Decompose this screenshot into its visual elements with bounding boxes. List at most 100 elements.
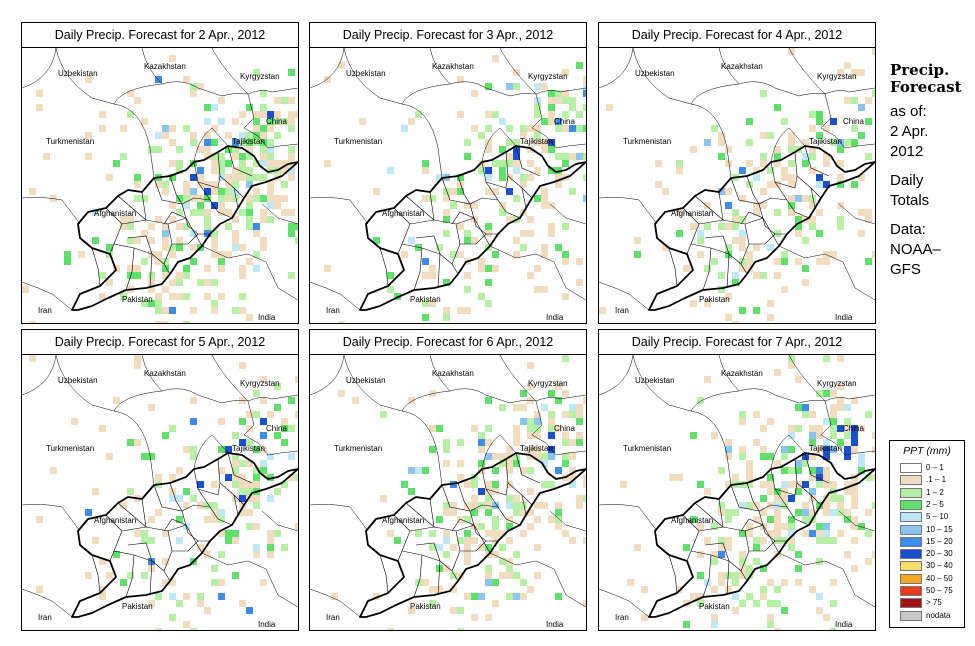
precip-cell	[732, 272, 739, 279]
precip-cells	[331, 355, 586, 630]
precip-cell	[837, 439, 844, 446]
precip-cell	[443, 279, 450, 286]
precip-cell	[506, 160, 513, 167]
precip-cell	[148, 286, 155, 293]
province-border	[379, 247, 389, 287]
precip-cell	[527, 586, 534, 593]
precip-cell	[697, 481, 704, 488]
precip-cell	[253, 251, 260, 258]
province-border	[117, 502, 147, 528]
country-border	[499, 355, 537, 402]
precip-cell	[760, 446, 767, 453]
precip-cell	[232, 230, 239, 237]
precip-cell	[267, 111, 274, 118]
precip-cell	[141, 195, 148, 202]
precip-cell	[788, 202, 795, 209]
precip-cell	[851, 565, 858, 572]
precip-cell	[534, 286, 541, 293]
precip-cell	[718, 272, 725, 279]
precip-cell	[155, 300, 162, 307]
precip-cell	[211, 104, 218, 111]
precip-cell	[253, 69, 260, 76]
precip-cell	[246, 495, 253, 502]
precip-cell	[471, 237, 478, 244]
precip-cell	[190, 188, 197, 195]
province-border	[668, 247, 678, 287]
country-border	[429, 48, 451, 85]
precip-cell	[155, 474, 162, 481]
precip-cell	[774, 460, 781, 467]
precip-cell	[260, 174, 267, 181]
province-border	[505, 151, 533, 199]
precip-cell	[732, 593, 739, 600]
province-border	[401, 243, 453, 265]
country-label-china: China	[554, 117, 575, 126]
precip-cell	[338, 390, 345, 397]
precip-cell	[281, 160, 288, 167]
precip-cell	[788, 446, 795, 453]
precip-cell	[527, 160, 534, 167]
precip-cell	[513, 160, 520, 167]
precip-cell	[106, 279, 113, 286]
precip-cell	[218, 418, 225, 425]
precip-cell	[162, 132, 169, 139]
precip-cell	[253, 467, 260, 474]
precip-cell	[492, 160, 499, 167]
legend-label: .1 – 1	[926, 475, 947, 485]
precip-cell	[408, 467, 415, 474]
precip-cell	[576, 153, 583, 160]
precip-cell	[583, 600, 586, 607]
province-border	[169, 175, 183, 205]
precip-cell	[176, 516, 183, 523]
precip-cell	[534, 572, 541, 579]
precip-cell	[120, 216, 127, 223]
precip-cell	[851, 397, 858, 404]
precip-cell	[387, 530, 394, 537]
country-border	[113, 81, 249, 105]
precip-cell	[127, 488, 134, 495]
precip-cell	[795, 216, 802, 223]
precip-cell	[373, 188, 380, 195]
province-border	[209, 506, 233, 526]
precip-cell	[274, 432, 281, 439]
precip-cell	[288, 223, 295, 230]
precip-cell	[239, 174, 246, 181]
country-label-china: China	[266, 117, 287, 126]
precip-cell	[844, 139, 851, 146]
precip-cell	[190, 397, 197, 404]
precip-cell	[401, 251, 408, 258]
country-border	[632, 355, 732, 486]
precip-cell	[534, 125, 541, 132]
precip-cell	[732, 216, 739, 223]
province-border	[185, 524, 203, 554]
precip-cell	[837, 216, 844, 223]
precip-cell	[802, 509, 809, 516]
precip-cell	[436, 586, 443, 593]
precip-cell	[492, 523, 499, 530]
precip-cell	[380, 495, 387, 502]
precip-cell	[485, 83, 492, 90]
precip-cell	[141, 300, 148, 307]
precip-cell	[823, 523, 830, 530]
precip-cell	[239, 307, 246, 314]
country-border	[788, 355, 826, 402]
precip-cell	[422, 258, 429, 265]
precip-cell	[260, 153, 267, 160]
precip-cell	[162, 258, 169, 265]
precip-cell	[485, 139, 492, 146]
precip-cell	[739, 258, 746, 265]
precip-cell	[576, 502, 583, 509]
precip-cell	[148, 237, 155, 244]
precip-cell	[485, 397, 492, 404]
country-label-kazakhstan: Kazakhstan	[432, 62, 474, 71]
precip-cell	[739, 237, 746, 244]
precip-cell	[837, 404, 844, 411]
country-border	[599, 281, 650, 311]
precip-cells	[599, 48, 875, 323]
precip-cell	[767, 488, 774, 495]
precip-cell	[830, 418, 837, 425]
province-border	[149, 560, 153, 596]
precip-cell	[134, 181, 141, 188]
precip-cell	[274, 97, 281, 104]
precip-cell	[127, 216, 134, 223]
